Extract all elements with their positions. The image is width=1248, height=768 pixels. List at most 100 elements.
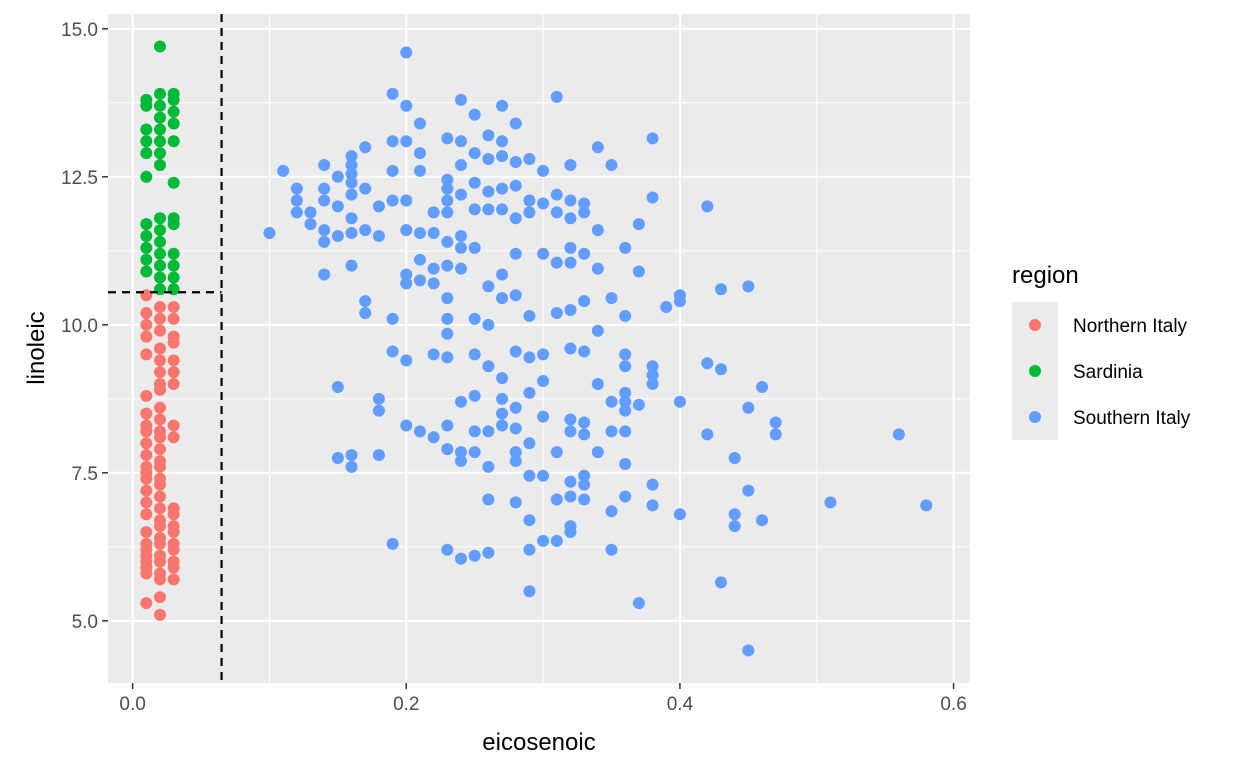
point-southern-italy <box>742 401 755 414</box>
point-southern-italy <box>550 534 563 547</box>
point-southern-italy <box>304 218 317 231</box>
point-southern-italy <box>468 446 481 459</box>
point-sardinia <box>153 135 166 148</box>
point-southern-italy <box>441 182 454 195</box>
point-sardinia <box>140 230 153 243</box>
point-southern-italy <box>591 324 604 337</box>
point-northern-italy <box>153 312 166 325</box>
point-southern-italy <box>632 398 645 411</box>
point-southern-italy <box>386 87 399 100</box>
legend-title: region <box>1012 262 1079 289</box>
point-southern-italy <box>523 585 536 598</box>
point-southern-italy <box>413 164 426 177</box>
point-southern-italy <box>482 318 495 331</box>
point-southern-italy <box>277 164 290 177</box>
point-southern-italy <box>509 345 522 358</box>
point-southern-italy <box>605 395 618 408</box>
point-southern-italy <box>386 135 399 148</box>
point-northern-italy <box>140 508 153 521</box>
point-northern-italy <box>140 289 153 302</box>
point-southern-italy <box>564 158 577 171</box>
point-southern-italy <box>646 360 659 373</box>
point-southern-italy <box>441 312 454 325</box>
point-southern-italy <box>455 395 468 408</box>
point-southern-italy <box>482 129 495 142</box>
point-southern-italy <box>523 469 536 482</box>
point-southern-italy <box>591 262 604 275</box>
point-sardinia <box>153 247 166 260</box>
point-southern-italy <box>413 425 426 438</box>
point-sardinia <box>153 147 166 160</box>
axis-ticks <box>102 28 955 689</box>
legend-label-sardinia: Sardinia <box>1073 362 1143 383</box>
point-northern-italy <box>140 567 153 580</box>
point-southern-italy <box>714 283 727 296</box>
point-northern-italy <box>153 413 166 426</box>
point-sardinia <box>153 235 166 248</box>
point-southern-italy <box>331 380 344 393</box>
point-southern-italy <box>550 446 563 459</box>
point-southern-italy <box>564 241 577 254</box>
point-southern-italy <box>468 389 481 402</box>
axis-tick-labels: 0.0 0.2 0.4 0.6 5.0 7.5 10.0 12.5 15.0 <box>61 20 967 715</box>
y-tick-label: 12.5 <box>61 168 98 189</box>
point-southern-italy <box>359 141 372 154</box>
point-southern-italy <box>331 230 344 243</box>
point-sardinia <box>167 176 180 189</box>
point-southern-italy <box>400 224 413 237</box>
point-southern-italy <box>605 425 618 438</box>
point-southern-italy <box>441 206 454 219</box>
point-northern-italy <box>153 490 166 503</box>
point-southern-italy <box>714 363 727 376</box>
point-southern-italy <box>496 372 509 385</box>
legend-marker-northern-italy <box>1029 319 1041 331</box>
point-southern-italy <box>372 200 385 213</box>
point-southern-italy <box>386 164 399 177</box>
point-southern-italy <box>400 135 413 148</box>
point-southern-italy <box>509 401 522 414</box>
point-southern-italy <box>509 422 522 435</box>
point-southern-italy <box>455 158 468 171</box>
point-southern-italy <box>523 386 536 399</box>
point-northern-italy <box>167 573 180 586</box>
x-tick-label: 0.0 <box>119 694 145 715</box>
point-southern-italy <box>550 306 563 319</box>
point-southern-italy <box>386 194 399 207</box>
point-southern-italy <box>345 460 358 473</box>
point-southern-italy <box>509 247 522 260</box>
point-southern-italy <box>359 295 372 308</box>
point-southern-italy <box>427 206 440 219</box>
point-northern-italy <box>140 318 153 331</box>
point-southern-italy <box>537 247 550 260</box>
reference-lines <box>108 14 223 683</box>
point-southern-italy <box>372 230 385 243</box>
x-tick-label: 0.4 <box>667 694 694 715</box>
point-sardinia <box>167 247 180 260</box>
point-southern-italy <box>455 93 468 106</box>
y-tick-label: 5.0 <box>72 612 98 633</box>
point-sardinia <box>140 135 153 148</box>
point-southern-italy <box>482 280 495 293</box>
point-sardinia <box>167 135 180 148</box>
point-northern-italy <box>167 543 180 556</box>
point-southern-italy <box>619 457 632 470</box>
point-southern-italy <box>564 304 577 317</box>
point-southern-italy <box>769 428 782 441</box>
point-southern-italy <box>523 514 536 527</box>
point-southern-italy <box>824 496 837 509</box>
point-sardinia <box>167 218 180 231</box>
legend-marker-sardinia <box>1029 365 1041 377</box>
point-northern-italy <box>140 496 153 509</box>
point-northern-italy <box>167 301 180 314</box>
point-southern-italy <box>345 259 358 272</box>
point-southern-italy <box>441 132 454 145</box>
point-southern-italy <box>769 416 782 429</box>
point-southern-italy <box>359 306 372 319</box>
point-southern-italy <box>482 425 495 438</box>
point-northern-italy <box>153 324 166 337</box>
point-southern-italy <box>496 99 509 112</box>
point-southern-italy <box>564 526 577 539</box>
point-southern-italy <box>496 150 509 163</box>
point-southern-italy <box>619 425 632 438</box>
point-southern-italy <box>564 475 577 488</box>
